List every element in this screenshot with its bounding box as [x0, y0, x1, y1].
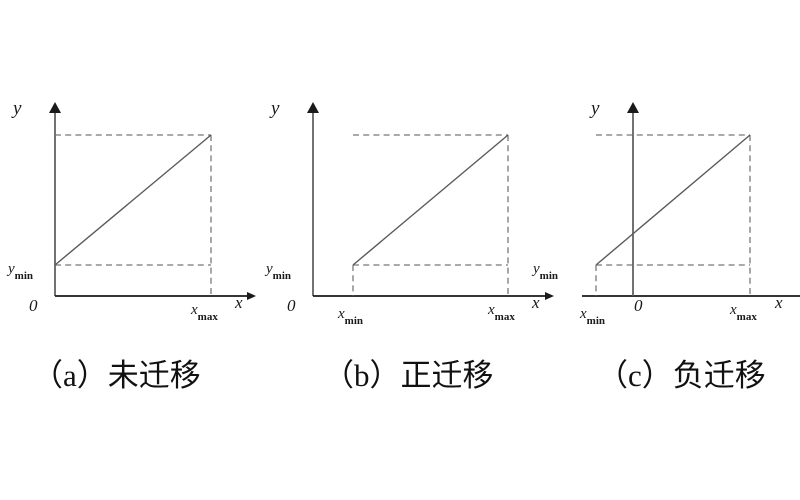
svg-text:xmin: xmin [579, 306, 605, 327]
svg-text:0: 0 [287, 296, 296, 315]
svg-text:y: y [11, 98, 22, 119]
svg-text:x: x [774, 293, 783, 312]
svg-text:xmax: xmax [729, 302, 757, 323]
svg-text:0: 0 [29, 296, 38, 315]
svg-text:x: x [234, 293, 243, 312]
svg-text:y: y [269, 98, 280, 119]
svg-text:y: y [589, 98, 600, 119]
svg-text:ymin: ymin [264, 261, 291, 282]
svg-text:ymin: ymin [531, 261, 558, 282]
svg-text:xmax: xmax [487, 302, 515, 323]
svg-text:0: 0 [634, 296, 643, 315]
svg-text:xmax: xmax [190, 302, 218, 323]
svg-text:ymin: ymin [6, 261, 33, 282]
svg-text:x: x [531, 293, 540, 312]
svg-text:xmin: xmin [337, 306, 363, 327]
